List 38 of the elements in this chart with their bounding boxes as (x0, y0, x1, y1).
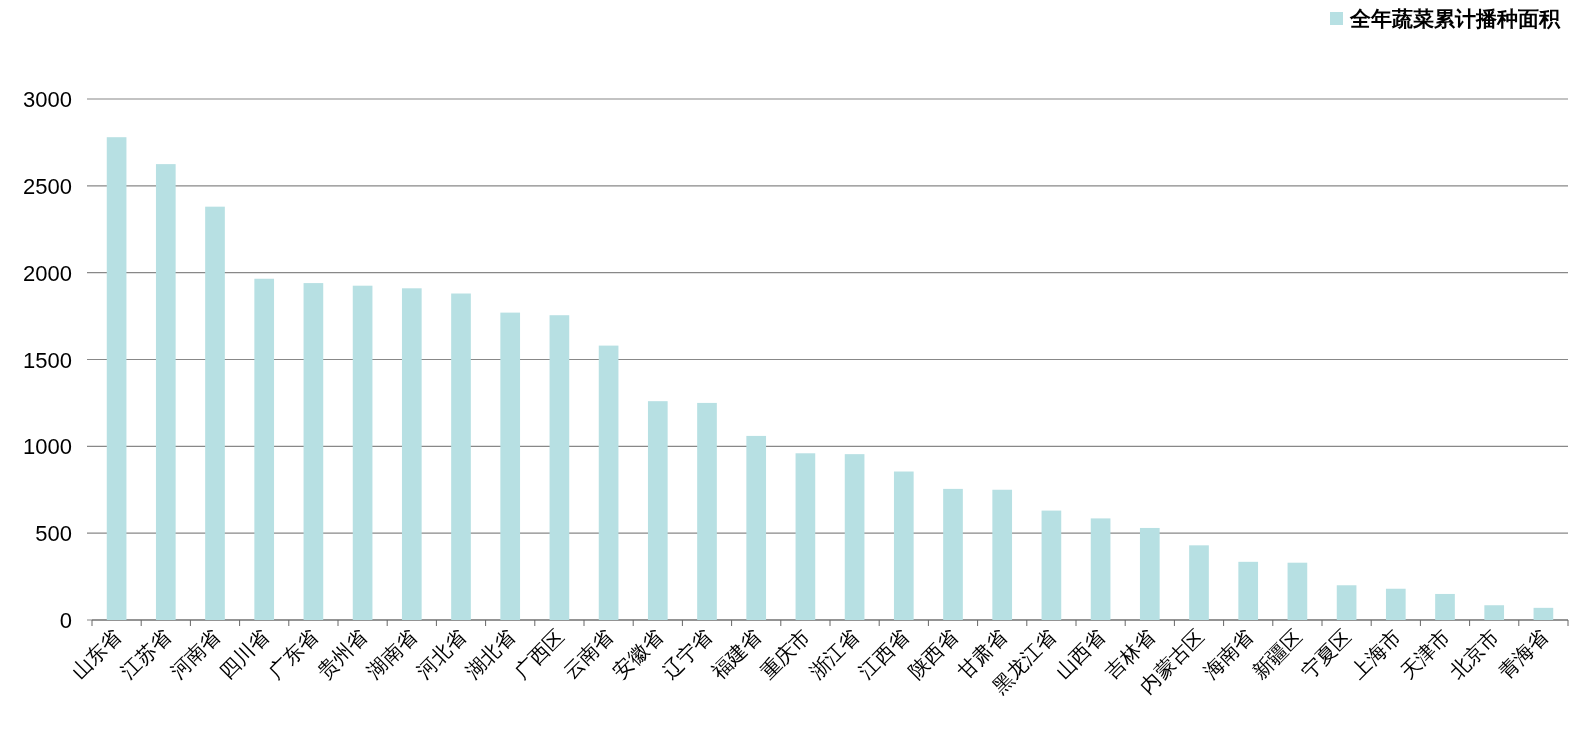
bar (1238, 561, 1259, 620)
bar (1287, 562, 1308, 620)
bar (1189, 545, 1209, 620)
bar (1484, 605, 1505, 620)
bar (697, 402, 717, 620)
bar (1435, 593, 1455, 620)
bar (893, 471, 914, 620)
bar (303, 283, 324, 620)
bar (1041, 510, 1062, 620)
bar (205, 206, 225, 620)
bar (844, 454, 865, 620)
bar (1139, 527, 1160, 620)
bar (401, 288, 422, 620)
bar (1090, 518, 1111, 620)
bar (500, 312, 521, 620)
y-tick-label: 0 (59, 608, 72, 633)
bar (1385, 588, 1406, 620)
bar (549, 315, 570, 620)
bar (254, 278, 275, 620)
bar (598, 345, 619, 620)
bar (943, 488, 963, 620)
bar (451, 293, 471, 620)
bar (1336, 585, 1357, 620)
bar (1533, 607, 1554, 620)
y-tick-label: 2000 (23, 260, 72, 286)
bar (992, 489, 1013, 620)
bar (106, 137, 127, 620)
y-tick-label: 500 (35, 521, 72, 547)
y-tick-label: 3000 (23, 87, 72, 112)
bar (746, 435, 767, 620)
bar (155, 164, 176, 620)
bar (352, 285, 373, 620)
y-tick-label: 1500 (23, 347, 72, 373)
legend-label: 全年蔬菜累计播种面积 (1349, 7, 1561, 30)
y-tick-label: 1000 (23, 434, 72, 460)
bar (795, 453, 816, 620)
y-tick-label: 2500 (23, 173, 72, 199)
bar (647, 401, 668, 620)
